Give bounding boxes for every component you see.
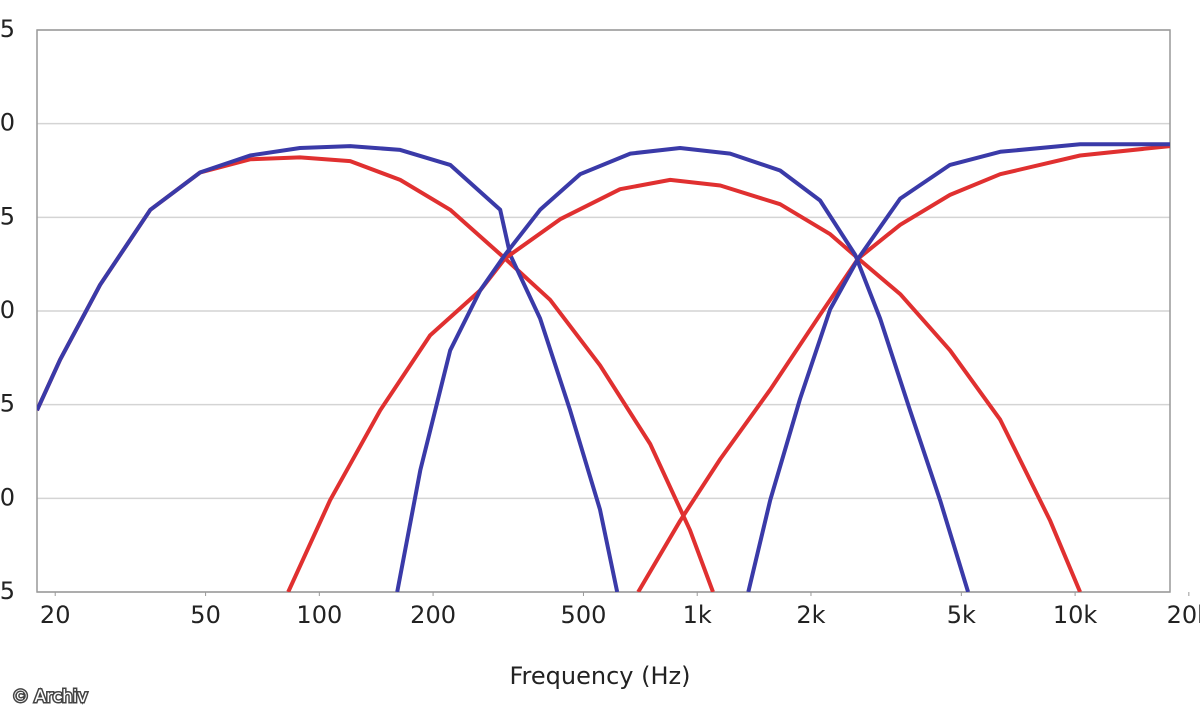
x-tick-label: 2k <box>796 601 825 629</box>
x-tick-label: 50 <box>190 601 221 629</box>
x-axis-title: Frequency (Hz) <box>510 662 691 690</box>
x-tick-label: 20 <box>40 601 71 629</box>
y-tick-label: -10 <box>0 296 15 324</box>
response-curve <box>636 144 1170 592</box>
response-curve <box>286 177 1082 592</box>
y-tick-label: 0 <box>0 109 15 137</box>
x-tick-label: 500 <box>561 601 607 629</box>
x-tick-label: 5k <box>947 601 976 629</box>
plot-area <box>37 142 1170 592</box>
y-tick-label: 5 <box>0 15 15 43</box>
response-curve <box>37 155 715 592</box>
response-curve <box>395 146 971 592</box>
x-tick-label: 1k <box>683 601 712 629</box>
y-tick-label: -20 <box>0 483 15 511</box>
credit: © Archiv <box>12 687 88 707</box>
y-tick-label: -5 <box>0 202 15 230</box>
y-tick-label: -15 <box>0 390 15 418</box>
x-tick-label: 200 <box>410 601 456 629</box>
x-tick-label: 10k <box>1053 601 1098 629</box>
x-tick-label: 100 <box>296 601 342 629</box>
response-curve <box>746 142 1170 592</box>
response-curve <box>37 144 620 592</box>
x-tick-label: 20k <box>1167 601 1200 629</box>
plot-frame <box>36 29 1171 593</box>
y-tick-label: -25 <box>0 577 15 605</box>
